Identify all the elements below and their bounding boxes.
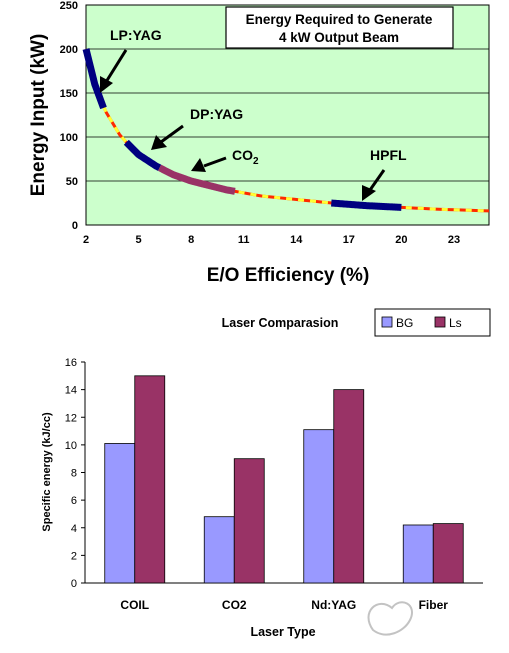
- efficiency-highlight-segment: [123, 139, 162, 171]
- annotation-arrows: [100, 49, 386, 201]
- arrow-lp-yag: [104, 49, 128, 83]
- laser-chart-title: Laser Comparasion: [222, 316, 339, 330]
- efficiency-y-tick-label: 0: [72, 220, 78, 232]
- efficiency-chart: 0 50 100 150 200 250 2 5 8 11 14 17 20 23 Energy Req…: [28, 0, 490, 286]
- efficiency-title-box: [225, 6, 454, 49]
- efficiency-x-tick-label: 8: [188, 234, 194, 246]
- laser-y-tick-label: 10: [65, 440, 77, 452]
- efficiency-x-tick-label: 2: [83, 234, 89, 246]
- laser-y-axis-title: Specific energy (kJ/cc): [41, 412, 53, 532]
- bar-ls-ndyag: [333, 389, 365, 584]
- laser-y-tick-label: 4: [71, 523, 77, 535]
- efficiency-highlight-segment: [158, 164, 236, 195]
- efficiency-highlight-segment: [82, 48, 107, 110]
- bar-bg-fiber: [402, 524, 434, 584]
- watermark-logo: [367, 601, 413, 636]
- arrow-hpfl: [368, 169, 386, 191]
- efficiency-x-tick-label: 5: [136, 234, 142, 246]
- laser-y-tick-label: 12: [65, 412, 77, 424]
- laser-category-label: Fiber: [419, 598, 449, 612]
- efficiency-x-tick-label: 11: [238, 234, 250, 246]
- bar-ls-co2: [233, 458, 265, 584]
- annotation-co2: CO2: [232, 147, 259, 167]
- annotation-hpfl: HPFL: [370, 147, 407, 163]
- legend-label-bg: BG: [396, 316, 413, 330]
- legend-label-ls: Ls: [449, 316, 462, 330]
- arrow-co2-head: [191, 158, 206, 172]
- bar-bg-ndyag: [303, 429, 335, 584]
- arrow-dp-yag-head: [151, 135, 167, 150]
- efficiency-y-axis-title: Energy Input (kW): [28, 34, 49, 197]
- efficiency-y-tick-label: 150: [60, 88, 78, 100]
- legend-swatch-ls: [434, 316, 446, 328]
- efficiency-highlight-segments: [82, 48, 402, 211]
- efficiency-x-tick-label: 14: [290, 234, 303, 246]
- laser-y-tick-label: 8: [71, 468, 77, 480]
- efficiency-title-line-2: 4 kW Output Beam: [279, 30, 399, 45]
- annotation-lp-yag: LP:YAG: [110, 27, 162, 43]
- efficiency-y-tick-label: 100: [60, 132, 78, 144]
- bar-bg-co2: [203, 516, 235, 584]
- laser-y-tick-label: 6: [71, 495, 77, 507]
- laser-category-label: CO2: [222, 598, 247, 612]
- laser-bars: [104, 375, 464, 584]
- laser-comparison-chart: Laser Comparasion BG Ls 0 2 4 6 8 10 12 14 16 CO…: [41, 308, 491, 639]
- laser-category-label: COIL: [120, 598, 149, 612]
- efficiency-y-tick-label: 250: [60, 0, 78, 12]
- bar-ls-coil: [134, 375, 166, 584]
- laser-category-label: Nd:YAG: [311, 598, 356, 612]
- efficiency-y-ticks: 0 50 100 150 200 250: [60, 0, 78, 232]
- laser-y-tick-label: 0: [71, 578, 77, 590]
- efficiency-title-line-1: Energy Required to Generate: [246, 12, 433, 27]
- legend-box: [374, 308, 491, 337]
- efficiency-x-tick-label: 23: [448, 234, 460, 246]
- laser-legend: BG Ls: [374, 308, 491, 337]
- legend-swatch-bg: [381, 316, 393, 328]
- bar-ls-fiber: [432, 523, 464, 584]
- efficiency-x-tick-label: 17: [343, 234, 355, 246]
- efficiency-x-tick-label: 20: [395, 234, 407, 246]
- annotation-dp-yag: DP:YAG: [190, 106, 243, 122]
- laser-x-axis-title: Laser Type: [250, 625, 315, 639]
- laser-x-ticks: COIL CO2 Nd:YAG Fiber: [120, 598, 448, 612]
- laser-y-tick-label: 14: [65, 385, 77, 397]
- arrow-hpfl-head: [362, 185, 376, 201]
- efficiency-x-axis-title: E/O Efficiency (%): [207, 265, 370, 286]
- arrow-co2: [203, 156, 227, 168]
- arrow-lp-yag-head: [100, 76, 113, 93]
- watermark: [367, 601, 413, 636]
- arrow-dp-yag: [160, 124, 184, 144]
- laser-y-tick-label: 16: [65, 357, 77, 369]
- efficiency-gridlines: [86, 48, 489, 182]
- efficiency-y-tick-label: 50: [66, 176, 78, 188]
- laser-y-tick-label: 2: [71, 550, 77, 562]
- laser-y-ticks: 0 2 4 6 8 10 12 14 16: [65, 357, 85, 590]
- bar-bg-coil: [104, 443, 136, 584]
- efficiency-y-tick-label: 200: [60, 44, 78, 56]
- efficiency-highlight-segment: [331, 199, 402, 211]
- efficiency-x-ticks: 2 5 8 11 14 17 20 23: [83, 234, 460, 246]
